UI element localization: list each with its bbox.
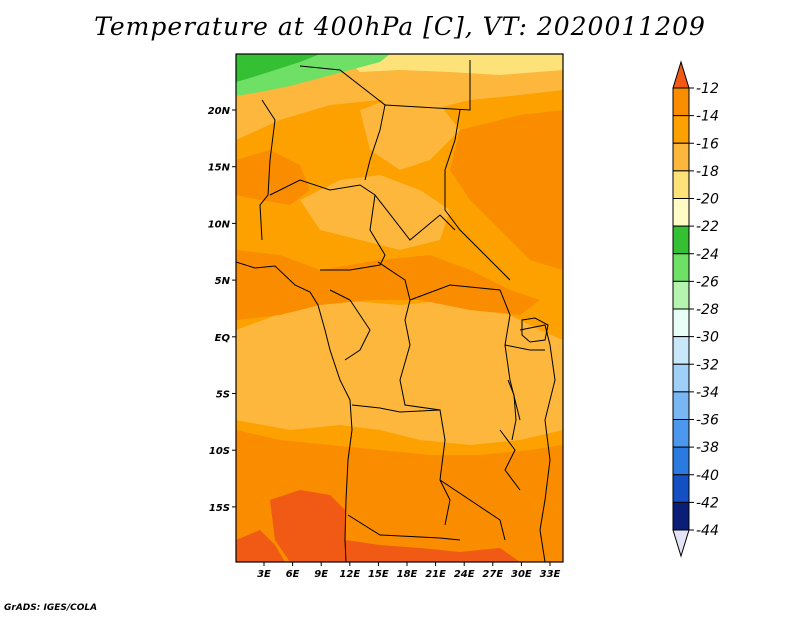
temperature-field xyxy=(236,54,563,562)
colorbar-label: -28 xyxy=(696,302,719,318)
x-tick-label: 18E xyxy=(397,569,418,580)
credit-label: GrADS: IGES/COLA xyxy=(4,603,98,613)
colorbar-swatch xyxy=(672,198,690,227)
x-tick-label: 30E xyxy=(511,569,532,580)
x-tick-label: 33E xyxy=(540,569,561,580)
x-tick-label: 9E xyxy=(314,569,328,580)
colorbar-swatch xyxy=(672,142,690,172)
colorbar-bottom-arrow xyxy=(672,529,690,558)
border-line xyxy=(504,344,545,351)
x-tick-label: 24E xyxy=(454,569,475,580)
y-tick-label: 20N xyxy=(208,106,231,117)
field-warmest-region xyxy=(236,530,285,562)
field-warm-region xyxy=(236,250,540,320)
colorbar-top-arrow xyxy=(672,60,690,89)
border-line xyxy=(374,194,456,241)
colorbar-label: -18 xyxy=(696,164,719,180)
field-cool-region xyxy=(360,95,460,170)
colorbar-label: -42 xyxy=(696,495,719,511)
colorbar-swatch xyxy=(672,87,690,117)
x-tick-label: 15E xyxy=(368,569,389,580)
colorbar-label: -24 xyxy=(696,247,719,263)
colorbar-label: -38 xyxy=(696,440,719,456)
colorbar-label: -40 xyxy=(696,468,719,484)
y-tick-label: 5S xyxy=(216,390,230,401)
colorbar-label: -20 xyxy=(696,192,719,208)
colorbar-swatch xyxy=(672,253,690,282)
colorbar-swatch xyxy=(672,170,690,199)
x-tick-label: 6E xyxy=(286,569,300,580)
border-line xyxy=(409,284,521,421)
colorbar-swatch xyxy=(672,501,690,531)
border-line xyxy=(351,404,441,413)
lake-outline xyxy=(521,317,549,343)
border-line xyxy=(499,429,521,491)
colorbar-swatch xyxy=(672,474,690,503)
colorbar-swatch xyxy=(672,225,690,255)
colorbar-label: -22 xyxy=(696,219,719,235)
border-line xyxy=(269,179,386,271)
x-tick-label: 27E xyxy=(482,569,503,580)
border-line xyxy=(259,99,276,241)
colorbar-swatch xyxy=(672,115,690,144)
field-warm-region xyxy=(450,110,563,270)
map-frame xyxy=(235,53,564,563)
field-warm-region xyxy=(236,150,310,205)
colorbar-label: -16 xyxy=(696,136,719,152)
border-line xyxy=(444,109,511,281)
colorbar-swatch xyxy=(672,446,690,476)
y-tick-label: 15S xyxy=(209,503,230,514)
colorbar-label: -36 xyxy=(696,413,719,429)
lake-outline xyxy=(507,379,517,441)
colorbar-swatch xyxy=(672,280,690,310)
colorbar-label: -32 xyxy=(696,357,719,373)
colorbar-swatch xyxy=(672,336,690,365)
border-line xyxy=(299,65,386,181)
border-line xyxy=(347,514,461,541)
colorbar-swatch xyxy=(672,419,690,448)
field-cold-region xyxy=(236,54,320,82)
colorbar-label: -30 xyxy=(696,330,719,346)
colorbar-label: -26 xyxy=(696,274,719,290)
y-tick-label: 15N xyxy=(208,163,231,174)
y-tick-label: 10N xyxy=(208,219,231,230)
y-tick-label: 5N xyxy=(215,276,231,287)
colorbar: -12 -14 -16 -18 -20 -22 -24 -26 -28 -30 -32 -34 -36 -… xyxy=(672,60,719,558)
colorbar-label: -44 xyxy=(696,523,719,539)
x-axis-ticks: 3E 6E 9E 12E 15E 18E 21E 24E 27E 30E 33E xyxy=(257,562,561,580)
x-tick-label: 3E xyxy=(257,569,271,580)
coastline xyxy=(236,261,353,562)
colorbar-label: -34 xyxy=(696,385,719,401)
border-line xyxy=(329,289,371,361)
colorbar-swatch xyxy=(672,363,690,393)
y-tick-label: EQ xyxy=(215,333,231,344)
field-cool-region xyxy=(236,300,563,445)
colorbar-swatch xyxy=(672,391,690,420)
field-pale-region xyxy=(340,54,563,75)
country-borders xyxy=(236,60,556,562)
field-warmest-region xyxy=(270,490,520,562)
y-tick-label: 10S xyxy=(209,446,230,457)
colorbar-label: -12 xyxy=(696,81,719,97)
map-title: Temperature at 400hPa [C], VT: 202001120… xyxy=(94,12,706,41)
border-line xyxy=(439,479,451,526)
x-tick-label: 21E xyxy=(425,569,446,580)
x-tick-label: 12E xyxy=(339,569,360,580)
colorbar-label: -14 xyxy=(696,109,719,125)
colorbar-swatch xyxy=(672,308,690,338)
y-axis-ticks: 20N 15N 10N 5N EQ 5S 10S 15S xyxy=(208,106,236,514)
border-line xyxy=(384,60,471,111)
field-cool-region xyxy=(300,175,450,250)
